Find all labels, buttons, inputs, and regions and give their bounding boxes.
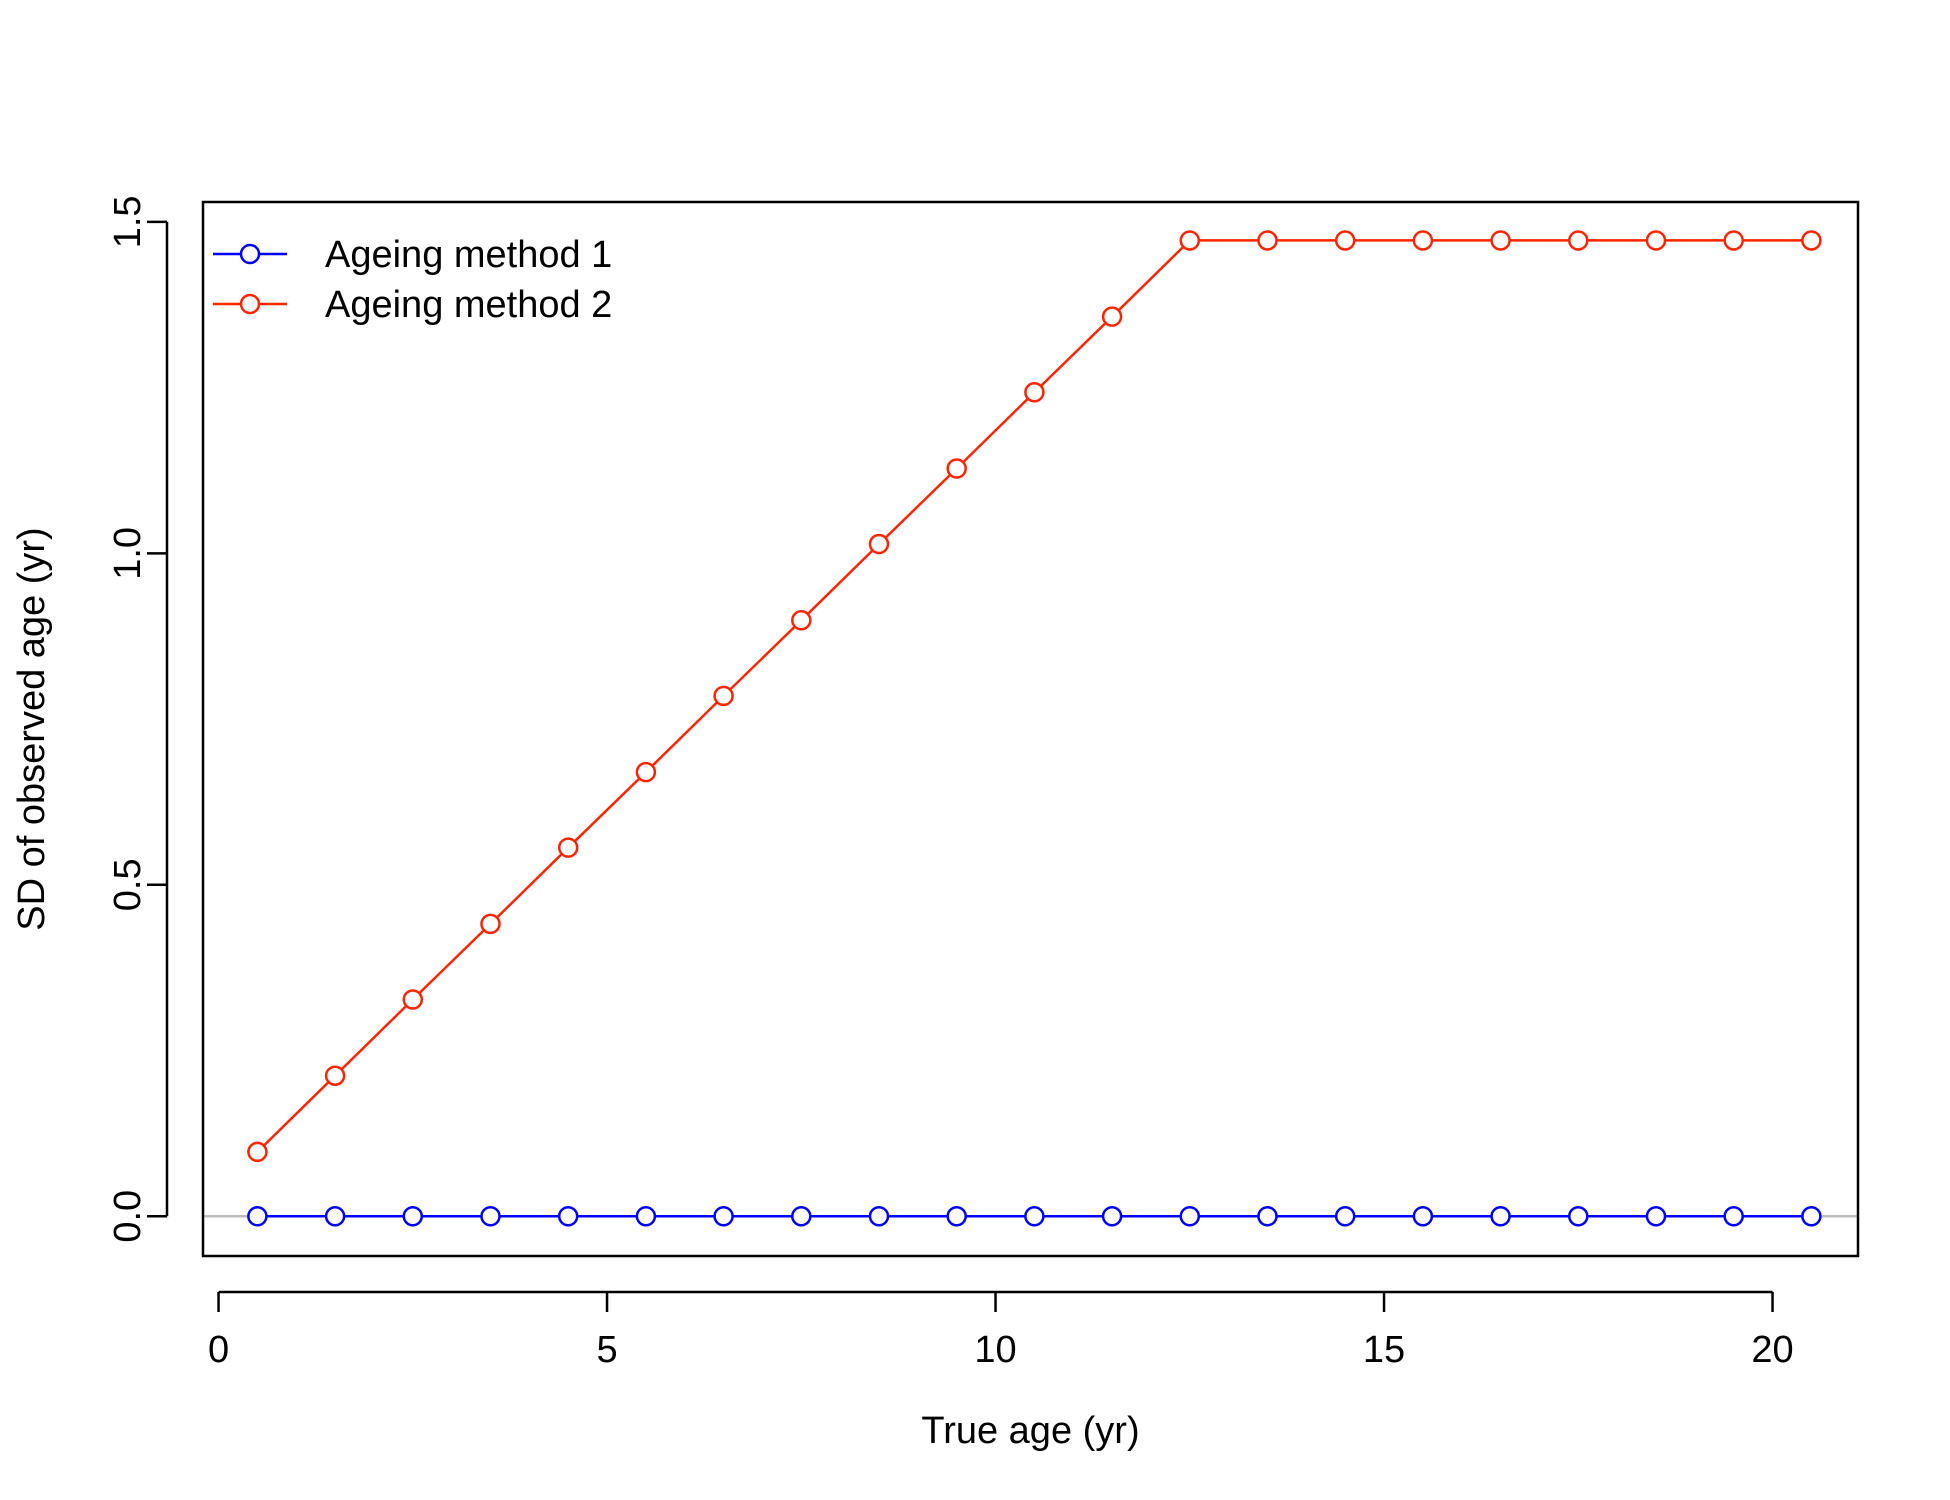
series-2-point — [1024, 382, 1045, 403]
series-1-point — [1490, 1205, 1511, 1227]
series-2-point — [1101, 306, 1123, 327]
y-tick-label: 1.0 — [107, 527, 149, 580]
series-1-point — [868, 1205, 890, 1227]
x-tick-label: 5 — [596, 1329, 617, 1371]
series-2-point — [946, 458, 967, 479]
series-1-point — [713, 1205, 734, 1227]
series-1-point — [324, 1205, 346, 1227]
series-1-point — [1568, 1205, 1589, 1227]
y-tick-label: 0.5 — [107, 858, 149, 911]
x-tick-label: 20 — [1751, 1329, 1793, 1371]
x-axis-label: True age (yr) — [921, 1410, 1139, 1452]
series-2-point — [1723, 230, 1744, 251]
y-axis-label: SD of observed age (yr) — [11, 527, 53, 930]
series-1-point — [1101, 1205, 1123, 1227]
series-2-point — [1412, 230, 1434, 251]
series-2-point — [480, 913, 501, 935]
y-tick-label: 0.0 — [107, 1190, 149, 1243]
x-axis: 0 5 10 15 20 — [208, 1290, 1794, 1371]
legend-marker-series-1 — [239, 243, 261, 265]
series-1-point — [946, 1205, 967, 1227]
series-1-point — [635, 1205, 657, 1227]
series-2-point — [713, 685, 734, 707]
series-1-point — [1024, 1205, 1045, 1227]
series-1-point — [1179, 1205, 1201, 1227]
series-2-point — [1179, 230, 1201, 251]
series-2-point — [247, 1141, 268, 1163]
series-2-point — [1645, 230, 1667, 251]
legend-label-series-1: Ageing method 1 — [325, 234, 612, 276]
series-2-point — [1801, 230, 1822, 251]
series-2 — [247, 230, 1822, 1163]
series-1-point — [1801, 1205, 1822, 1227]
series-1-point — [1723, 1205, 1744, 1227]
series-1-point — [1334, 1205, 1356, 1227]
x-tick-label: 10 — [974, 1329, 1016, 1371]
series-1-point — [402, 1205, 424, 1227]
legend: Ageing method 1 Ageing method 2 — [213, 234, 612, 326]
legend-marker-series-2 — [239, 293, 261, 315]
series-2-point — [557, 837, 579, 858]
plot-frame — [201, 200, 1860, 1258]
series-2-point — [791, 610, 812, 631]
legend-label-series-2: Ageing method 2 — [325, 284, 612, 326]
x-tick-label: 0 — [208, 1329, 229, 1371]
x-tick-label: 15 — [1363, 1329, 1405, 1371]
series-1-point — [791, 1205, 812, 1227]
series-2-point — [324, 1065, 346, 1086]
series-1-point — [247, 1205, 268, 1227]
y-axis: 0.0 0.5 1.0 1.5 — [107, 195, 169, 1243]
series-1-point — [1412, 1205, 1434, 1227]
series-2-point — [868, 533, 890, 555]
series-2-point — [1257, 230, 1278, 251]
series-2-point — [1334, 230, 1356, 251]
series-layer — [247, 230, 1822, 1227]
series-1 — [247, 1205, 1822, 1227]
series-1-point — [1645, 1205, 1667, 1227]
series-1-point — [1257, 1205, 1278, 1227]
series-2-point — [1490, 230, 1511, 251]
series-2-point — [402, 989, 424, 1010]
series-2-point — [635, 761, 657, 783]
series-1-point — [480, 1205, 501, 1227]
series-1-point — [557, 1205, 579, 1227]
series-2-point — [1568, 230, 1589, 251]
y-tick-label: 1.5 — [107, 195, 149, 248]
